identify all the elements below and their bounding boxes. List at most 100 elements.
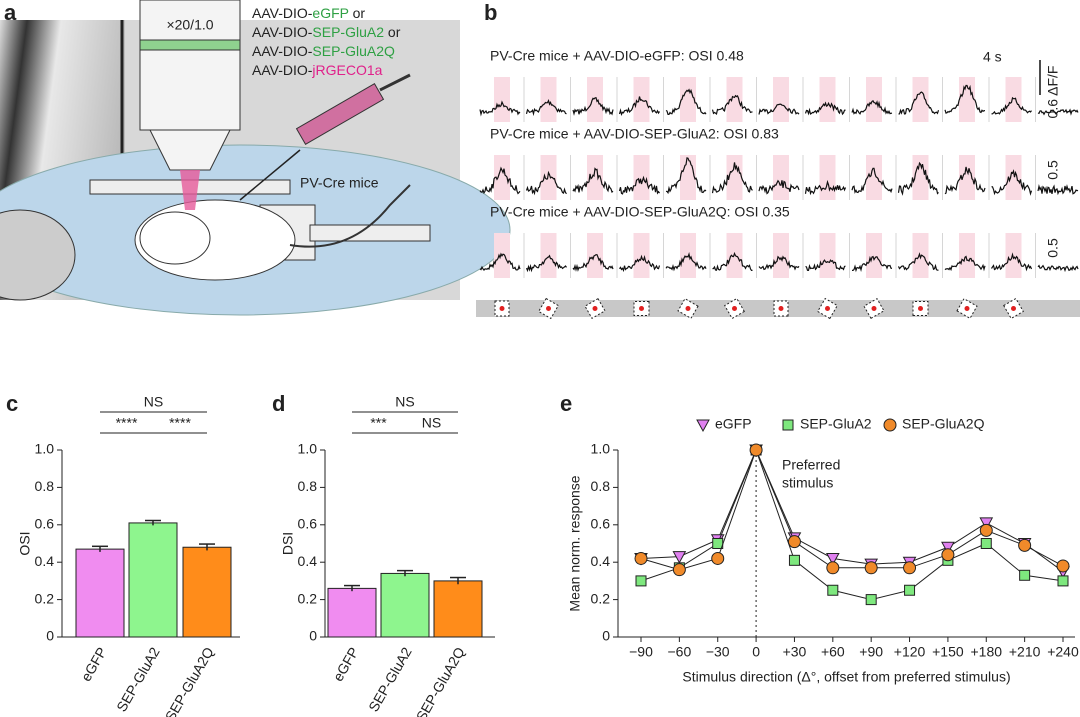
- series-line: [640, 448, 1064, 572]
- legend-label: SEP-GluA2Q: [902, 416, 985, 432]
- stimulus-window: [912, 155, 929, 200]
- marker: [672, 551, 687, 564]
- stimulus-window: [587, 155, 603, 200]
- marker: [904, 584, 916, 596]
- construct-line: AAV-DIO-SEP-GluA2Q: [252, 43, 395, 59]
- y-tick-label: 0.2: [35, 590, 55, 606]
- scale-label: 0.6 ΔF/F: [1045, 66, 1061, 119]
- x-tick-label: −60: [667, 644, 691, 660]
- stimulus-window: [726, 155, 743, 200]
- construct-part: jRGECO1a: [311, 62, 382, 78]
- significance-label: ****: [116, 415, 138, 431]
- y-tick-label: 0.8: [591, 478, 611, 494]
- trace: [805, 259, 846, 272]
- stimulus-window: [773, 233, 789, 278]
- stimulus-window: [773, 77, 789, 122]
- series-line: [640, 448, 1064, 601]
- trace: [665, 88, 707, 115]
- illustration: [0, 0, 511, 316]
- construct-part: eGFP: [312, 5, 348, 21]
- marker: [635, 575, 647, 587]
- x-axis-label: Stimulus direction (Δ°, offset from pref…: [682, 669, 1010, 685]
- marker: [1019, 569, 1031, 581]
- panel-label: d: [272, 391, 285, 416]
- marker: [883, 418, 897, 432]
- marker: [634, 551, 648, 565]
- stimulus-window: [540, 155, 557, 200]
- marker: [788, 554, 800, 566]
- construct-part: SEP-GluA2Q: [312, 43, 395, 59]
- x-tick-label: −30: [706, 644, 730, 660]
- y-tick-label: 0.4: [298, 553, 318, 569]
- stimulus-window: [680, 155, 696, 200]
- stimulus-window: [959, 233, 975, 278]
- trace: [618, 96, 660, 117]
- x-tick-label: eGFP: [330, 644, 362, 684]
- trace: [758, 179, 800, 195]
- trace: [990, 252, 1033, 272]
- trace: [944, 166, 986, 195]
- mouse-label: PV-Cre mice: [300, 175, 379, 191]
- y-axis-label: Mean norm. response: [567, 475, 583, 611]
- x-tick-label: SEP-GluA2: [365, 644, 415, 714]
- x-tick-label: eGFP: [78, 644, 110, 684]
- construct-part: AAV-DIO-: [252, 24, 313, 40]
- stimulus-dot: [639, 306, 644, 311]
- x-tick-label: +90: [859, 644, 883, 660]
- x-tick-label: SEP-GluA2Q: [413, 644, 468, 717]
- stimulus-window: [726, 233, 743, 278]
- y-tick-label: 1.0: [35, 441, 55, 457]
- marker: [749, 443, 763, 457]
- trace: [572, 167, 614, 193]
- y-tick-label: 0.4: [591, 553, 611, 569]
- construct-part: AAV-DIO-: [252, 43, 313, 59]
- stimulus-window: [540, 233, 557, 278]
- y-tick-label: 0: [46, 628, 54, 644]
- stimulus-dot: [964, 306, 970, 311]
- construct-part: AAV-DIO-: [252, 5, 313, 21]
- y-tick-label: 0: [602, 628, 610, 644]
- trace: [712, 251, 753, 271]
- trace: [665, 252, 707, 272]
- bar: [327, 587, 377, 638]
- trace: [711, 94, 753, 115]
- construct-line: AAV-DIO-SEP-GluA2 or: [252, 24, 401, 40]
- trace: [525, 170, 567, 196]
- trace: [897, 252, 939, 271]
- significance-label: ***: [370, 415, 387, 431]
- x-tick-label: +240: [1047, 644, 1079, 660]
- y-tick-label: 1.0: [298, 441, 318, 457]
- x-tick-label: +210: [1009, 644, 1041, 660]
- stimulus-window: [866, 155, 882, 200]
- time-scale: 4 s: [983, 49, 1002, 65]
- y-tick-label: 0.8: [35, 478, 55, 494]
- marker: [1018, 538, 1032, 552]
- trace: [804, 101, 846, 116]
- annotation: stimulus: [782, 475, 833, 491]
- marker: [865, 594, 877, 606]
- construct-part: or: [349, 5, 366, 21]
- bar: [380, 572, 430, 638]
- trace: [851, 99, 893, 115]
- stimulus-window: [494, 155, 510, 200]
- y-axis-label: OSI: [17, 531, 33, 555]
- y-tick-label: 0.8: [298, 478, 318, 494]
- construct-part: or: [384, 24, 401, 40]
- significance-label: NS: [422, 415, 441, 431]
- stimulus-window: [959, 155, 975, 200]
- marker: [941, 541, 955, 555]
- marker: [711, 551, 725, 565]
- trace: [758, 255, 800, 271]
- stimulus-dot: [825, 306, 830, 311]
- x-tick-label: SEP-GluA2Q: [162, 644, 217, 717]
- stimulus-window: [1005, 77, 1022, 122]
- marker: [787, 535, 801, 549]
- stimulus-dot: [499, 306, 505, 311]
- trace: [479, 166, 521, 195]
- annotation: Preferred: [782, 457, 840, 473]
- trace: [1037, 264, 1079, 273]
- trace: [991, 96, 1032, 115]
- marker: [672, 563, 686, 577]
